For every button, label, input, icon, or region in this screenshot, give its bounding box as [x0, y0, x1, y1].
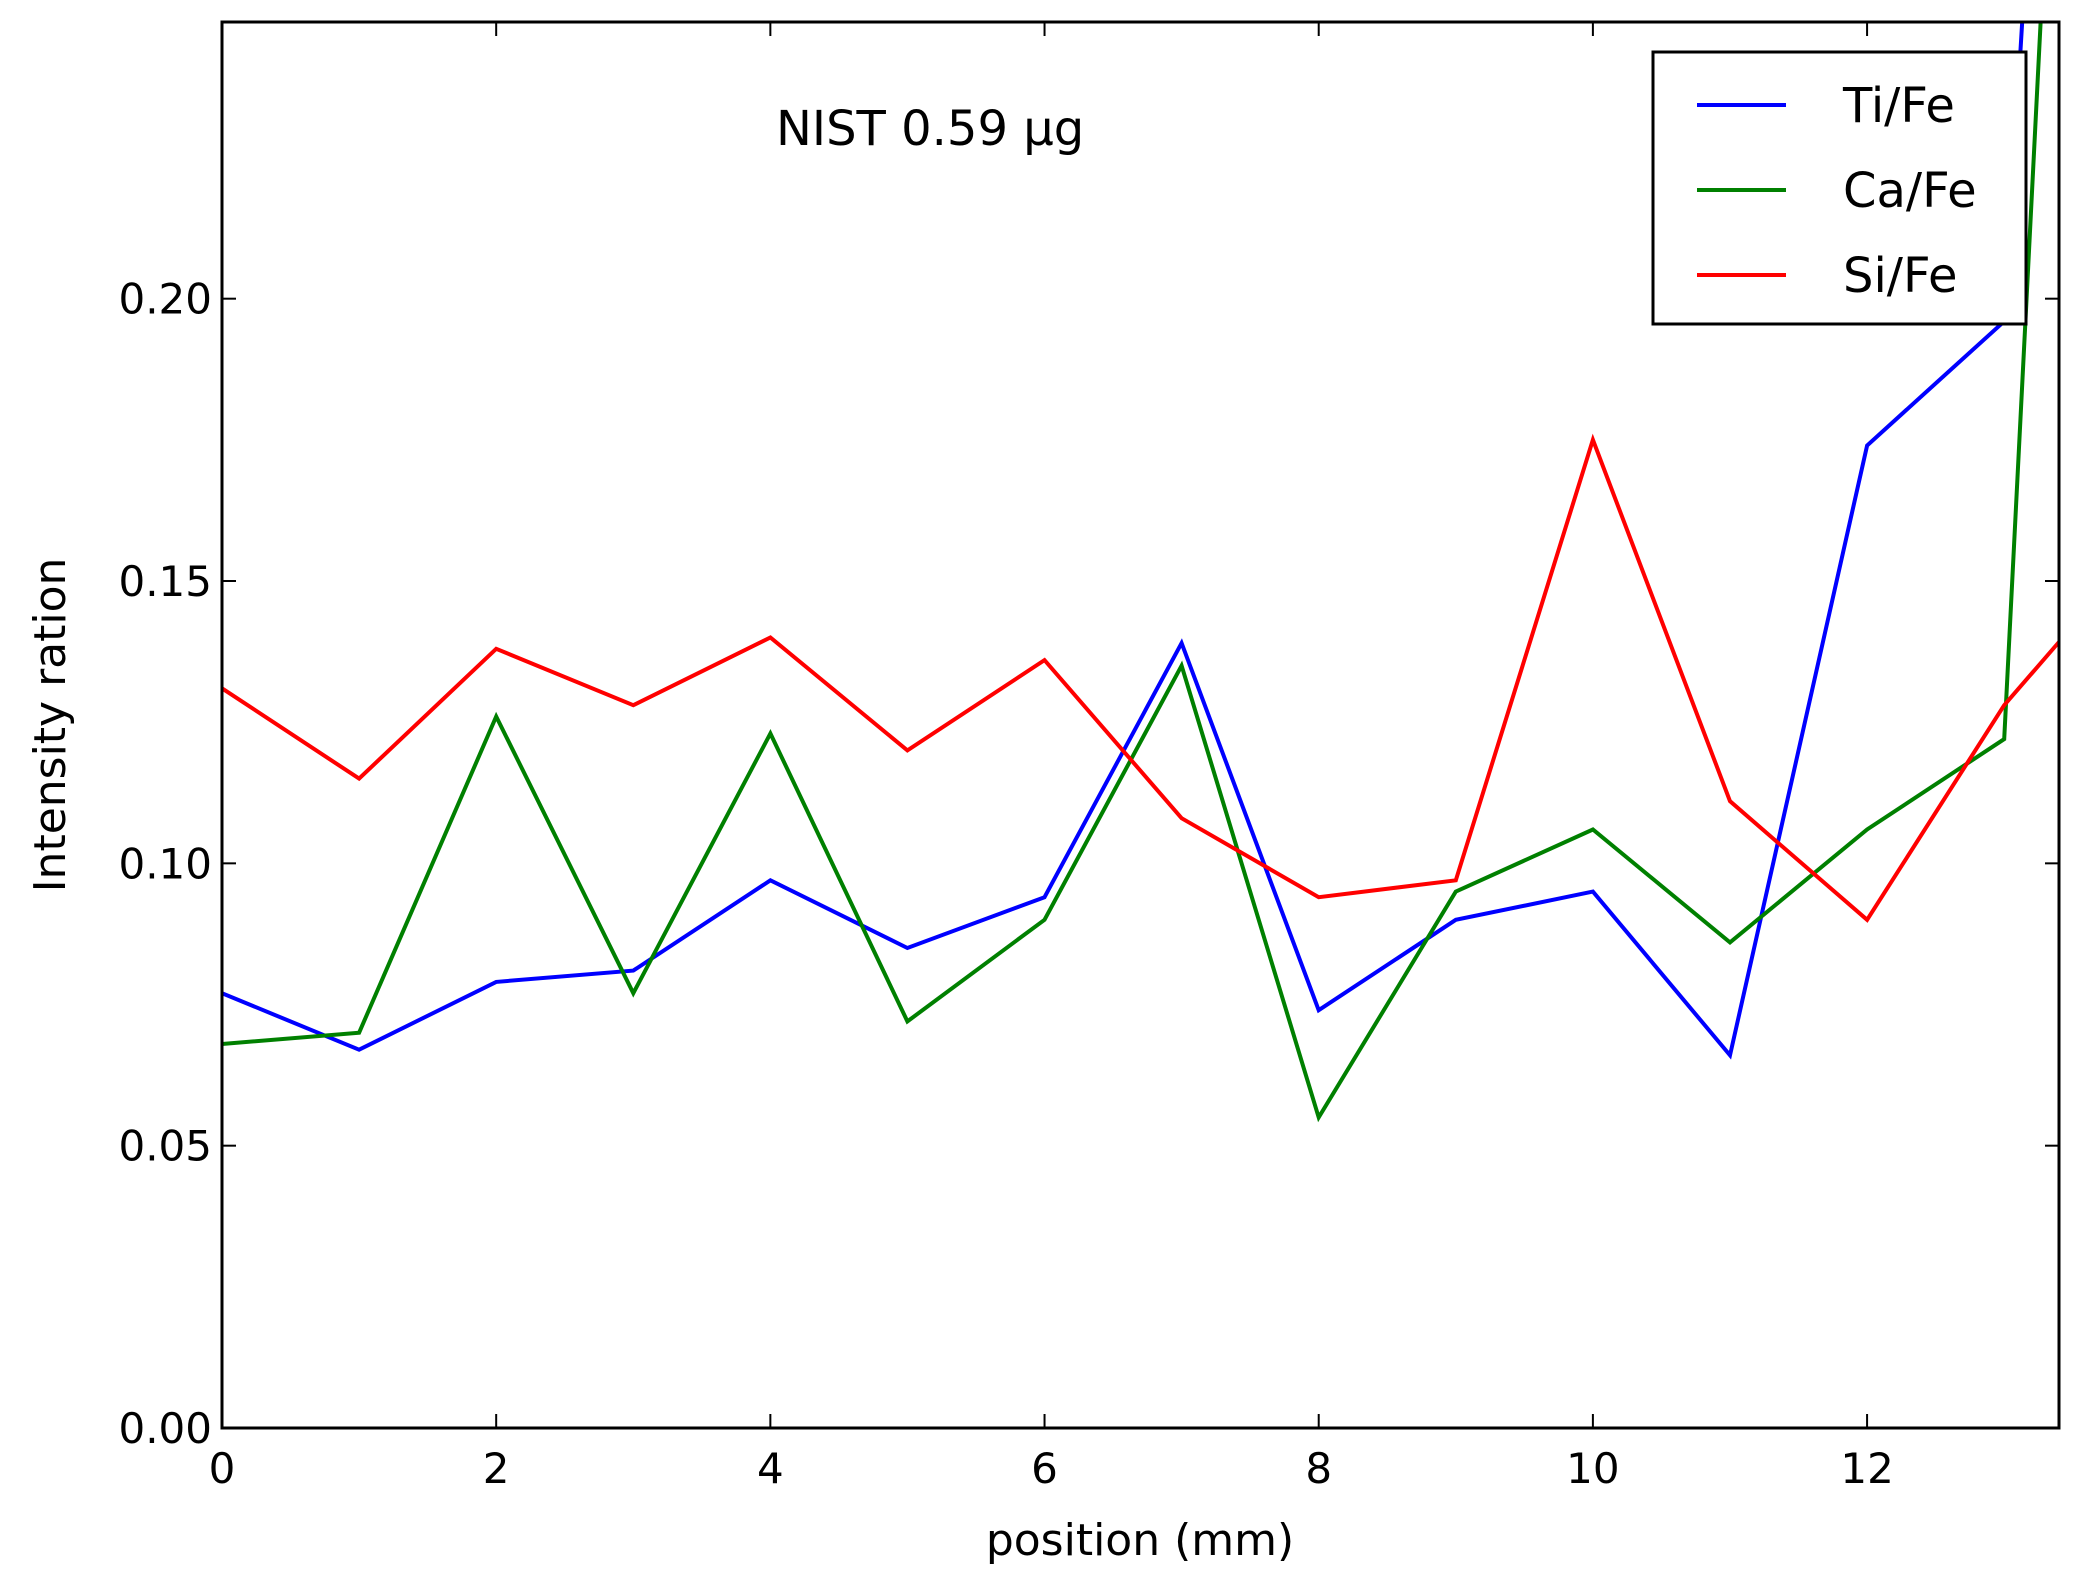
series-line-si-fe — [222, 433, 2059, 923]
plot-frame — [220, 20, 2061, 1430]
legend-label-ca-fe: Ca/Fe — [1843, 163, 1977, 219]
y-tick-label: 0.10 — [118, 839, 212, 888]
series-line-ti-fe — [222, 22, 2025, 1060]
x-tick-label: 10 — [1566, 1444, 1619, 1493]
x-tick-label: 2 — [483, 1444, 510, 1493]
legend: Ti/Fe Ca/Fe Si/Fe — [1651, 50, 2028, 326]
chart-annotation: NIST 0.59 μg — [776, 101, 1084, 157]
y-tick-label: 0.15 — [118, 557, 212, 606]
series-line-ca-fe — [222, 22, 2043, 1123]
y-tick-label: 0.00 — [118, 1404, 212, 1453]
legend-label-si-fe: Si/Fe — [1843, 248, 1958, 304]
y-tick-label: 0.05 — [118, 1122, 212, 1171]
x-tick-label: 4 — [757, 1444, 784, 1493]
y-axis-label: Intensity ration — [25, 558, 76, 893]
x-tick-label: 8 — [1305, 1444, 1332, 1493]
x-tick-label: 6 — [1031, 1444, 1058, 1493]
x-tick-label: 12 — [1840, 1444, 1893, 1493]
x-tick-label: 0 — [209, 1444, 236, 1493]
y-tick-label: 0.20 — [118, 275, 212, 324]
x-axis-label: position (mm) — [986, 1515, 1294, 1566]
legend-box — [1651, 50, 2028, 326]
legend-label-ti-fe: Ti/Fe — [1842, 78, 1955, 134]
